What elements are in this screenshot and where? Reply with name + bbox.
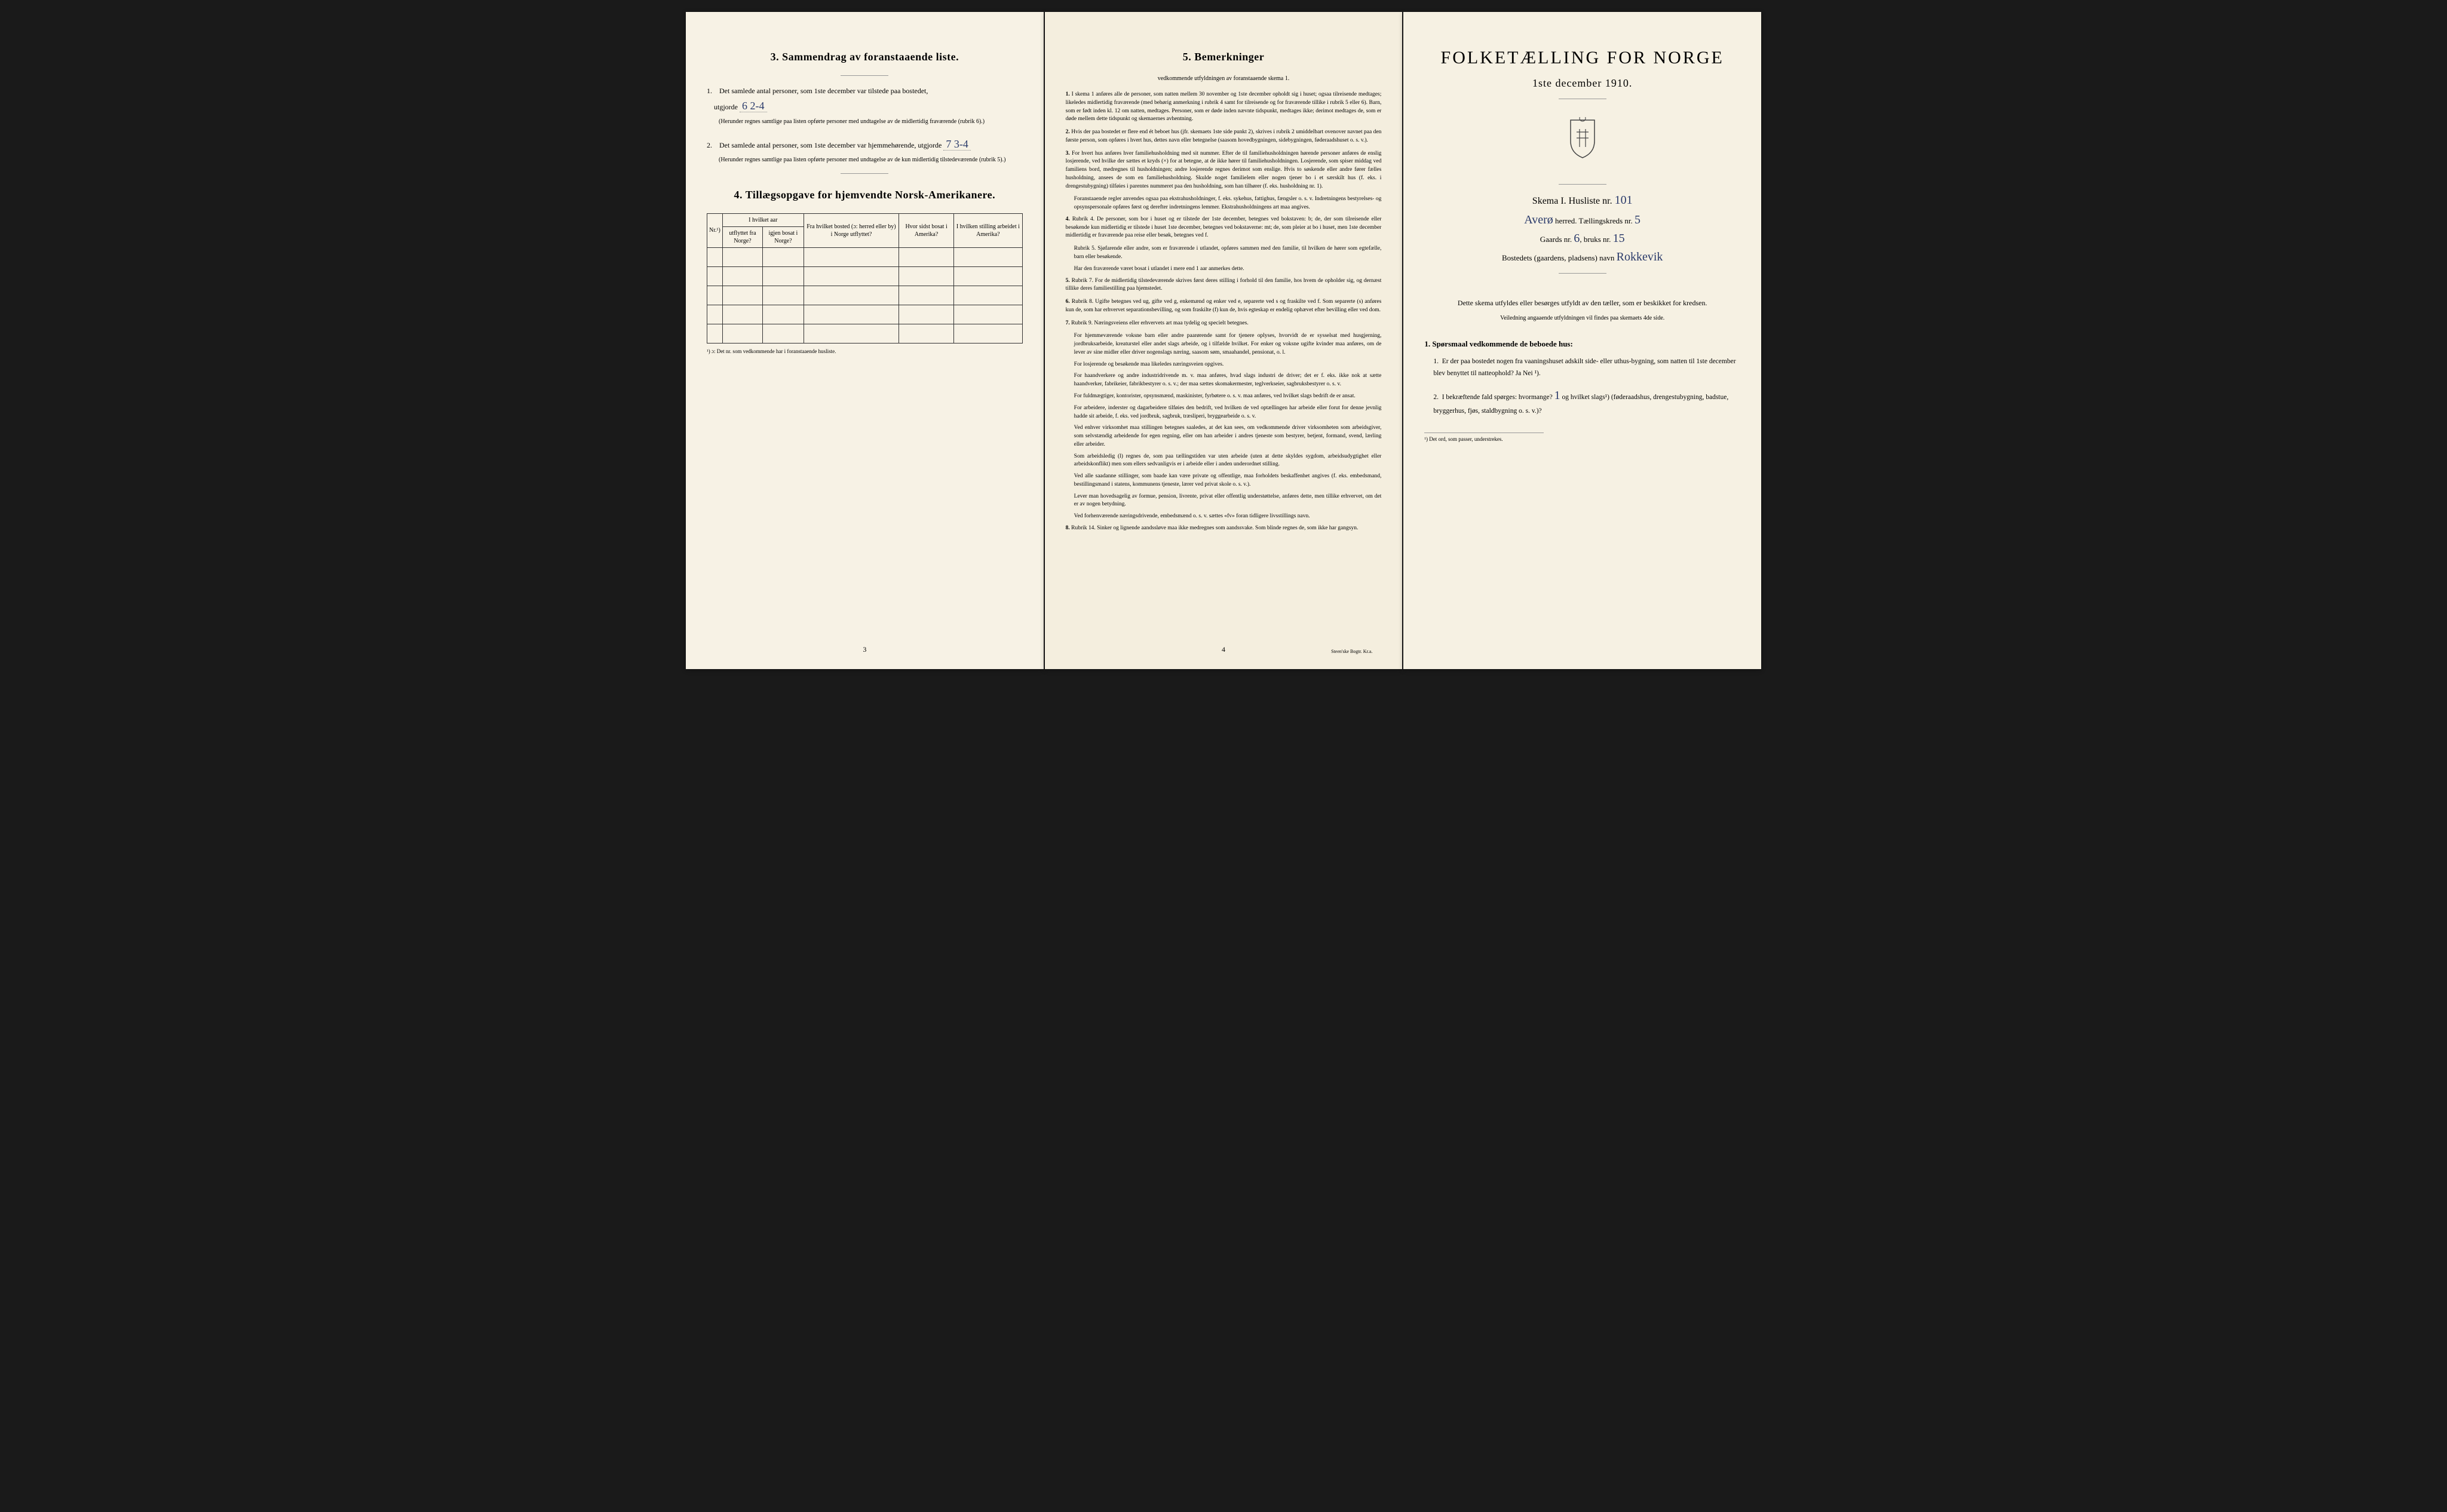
handwritten-value-1: 6 2-4 — [740, 100, 767, 112]
sub-para: For arbeidere, inderster og dagarbeidere… — [1074, 404, 1382, 421]
col-amerika: Hvor sidst bosat i Amerika? — [899, 213, 954, 247]
question-1: 1. Er der paa bostedet nogen fra vaaning… — [1433, 356, 1740, 379]
divider — [841, 75, 888, 76]
item-2-note: (Herunder regnes samtlige paa listen opf… — [719, 155, 1023, 164]
section-5-heading: 5. Bemerkninger — [1066, 51, 1382, 63]
table-row — [707, 266, 1023, 286]
section-4-heading: 4. Tillægsopgave for hjemvendte Norsk-Am… — [707, 189, 1023, 201]
col-aar: I hvilket aar — [722, 213, 804, 226]
veiledning: Veiledning angaaende utfyldningen vil fi… — [1424, 315, 1740, 321]
amerikanere-table: Nr.¹) I hvilket aar Fra hvilket bosted (… — [707, 213, 1023, 344]
hvormange-value: 1 — [1554, 389, 1560, 402]
sub-para: Som arbeidsledig (l) regnes de, som paa … — [1074, 453, 1382, 470]
col-bosted: Fra hvilket bosted (ɔ: herred eller by) … — [804, 213, 899, 247]
item-2-text: Det samlede antal personer, som 1ste dec… — [719, 141, 942, 149]
gaards-field: Gaards nr. 6, bruks nr. 15 — [1424, 232, 1740, 246]
subtitle: 1ste december 1910. — [1424, 77, 1740, 90]
table-row — [707, 305, 1023, 324]
section-3-heading: 3. Sammendrag av foranstaaende liste. — [707, 51, 1023, 63]
bruks-nr: 15 — [1613, 232, 1625, 245]
section-5-sub: vedkommende utfyldningen av foranstaaend… — [1066, 75, 1382, 82]
sub-para: Har den fraværende været bosat i utlande… — [1074, 265, 1382, 274]
bosted-name: Rokkevik — [1617, 250, 1663, 263]
herred-field: Averø herred. Tællingskreds nr. 5 — [1424, 213, 1740, 227]
bemerk-6: 6. Rubrik 8. Ugifte betegnes ved ug, gif… — [1066, 298, 1382, 315]
table-footnote: ¹) ɔ: Det nr. som vedkommende har i fora… — [707, 348, 1023, 354]
main-title: FOLKETÆLLING FOR NORGE — [1424, 48, 1740, 68]
panel-middle: 5. Bemerkninger vedkommende utfyldningen… — [1045, 12, 1403, 669]
skema-line: Skema I. Husliste nr. 101 — [1424, 194, 1740, 207]
sub-para: For haandverkere og andre industridriven… — [1074, 372, 1382, 389]
sub-para: For hjemmeværende voksne barn eller andr… — [1074, 332, 1382, 357]
table-row — [707, 324, 1023, 343]
sub-para: Foranstaaende regler anvendes ogsaa paa … — [1074, 195, 1382, 212]
bemerk-8: 8. Rubrik 14. Sinker og lignende aandssl… — [1066, 525, 1382, 533]
sub-para: For fuldmægtiger, kontorister, opsynsmæn… — [1074, 392, 1382, 401]
bemerk-3: 3. For hvert hus anføres hver familiehus… — [1066, 150, 1382, 191]
bemerk-5: 5. Rubrik 7. For de midlertidig tilstede… — [1066, 277, 1382, 294]
footnote-right: ¹) Det ord, som passer, understrekes. — [1424, 433, 1544, 442]
question-heading: 1. Spørsmaal vedkommende de beboede hus: — [1424, 339, 1740, 349]
item-1-note: (Herunder regnes samtlige paa listen opf… — [719, 117, 1023, 126]
col-nr: Nr.¹) — [707, 213, 723, 247]
kreds-nr: 5 — [1635, 213, 1640, 226]
bemerk-7: 7. Rubrik 9. Næringsveiens eller erhverv… — [1066, 320, 1382, 328]
item-2: 2. Det samlede antal personer, som 1ste … — [707, 135, 1023, 164]
item-1-text: Det samlede antal personer, som 1ste dec… — [719, 87, 928, 95]
bemerk-4: 4. Rubrik 4. De personer, som bor i huse… — [1066, 216, 1382, 240]
panel-right: FOLKETÆLLING FOR NORGE 1ste december 191… — [1403, 12, 1761, 669]
item-1: 1. Det samlede antal personer, som 1ste … — [707, 85, 1023, 126]
col-bosat: igjen bosat i Norge? — [763, 226, 804, 247]
divider — [1559, 184, 1606, 185]
sub-para: Ved alle saadanne stillinger, som baade … — [1074, 473, 1382, 489]
bosted-field: Bostedets (gaardens, pladsens) navn Rokk… — [1424, 250, 1740, 264]
divider — [1559, 273, 1606, 274]
intro-text: Dette skema utfyldes eller besørges utfy… — [1424, 298, 1740, 309]
divider — [841, 173, 888, 174]
gaards-nr: 6 — [1574, 232, 1580, 245]
table-row — [707, 247, 1023, 266]
question-2: 2. I bekræftende fald spørges: hvormange… — [1433, 385, 1740, 418]
col-stilling: I hvilken stilling arbeidet i Amerika? — [954, 213, 1023, 247]
page-number: 4 — [1222, 645, 1225, 654]
herred-name: Averø — [1524, 213, 1553, 226]
sub-para: Lever man hovedsagelig av formue, pensio… — [1074, 493, 1382, 510]
item-1-prefix: utgjorde — [714, 103, 738, 111]
husliste-nr: 101 — [1615, 194, 1633, 207]
sub-para: Rubrik 5. Sjøfarende eller andre, som er… — [1074, 245, 1382, 262]
bemerk-2: 2. Hvis der paa bostedet er flere end ét… — [1066, 128, 1382, 145]
sub-para: Ved enhver virksomhet maa stillingen bet… — [1074, 424, 1382, 449]
sub-para: For losjerende og besøkende maa likelede… — [1074, 361, 1382, 369]
document-triptych: 3. Sammendrag av foranstaaende liste. 1.… — [686, 12, 1761, 669]
sub-para: Ved forhenværende næringsdrivende, embed… — [1074, 513, 1382, 521]
page-number: 3 — [863, 645, 866, 654]
col-utflyttet: utflyttet fra Norge? — [722, 226, 762, 247]
bemerk-1: 1. I skema 1 anføres alle de personer, s… — [1066, 91, 1382, 124]
printer-mark: Steen'ske Bogtr. Kr.a. — [1331, 649, 1372, 654]
handwritten-value-2: 7 3-4 — [943, 138, 971, 151]
table-row — [707, 286, 1023, 305]
panel-left: 3. Sammendrag av foranstaaende liste. 1.… — [686, 12, 1044, 669]
crest-icon — [1424, 117, 1740, 166]
